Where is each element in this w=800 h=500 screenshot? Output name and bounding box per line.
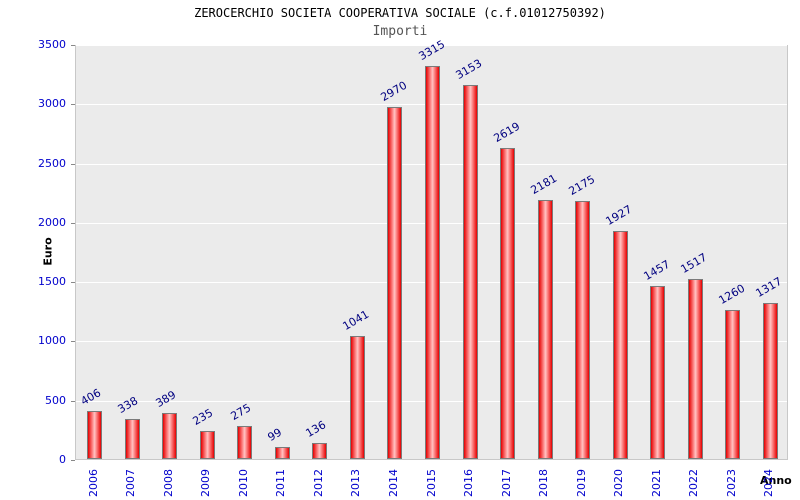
y-tick-mark [71,104,75,106]
value-label-2014: 2970 [378,78,410,104]
x-tick-label-2018: 2018 [537,469,551,497]
y-tick-label-2500: 2500 [38,156,66,170]
x-tick-label-2016: 2016 [462,469,476,497]
bar-2009 [199,431,215,459]
x-tick-label-2015: 2015 [424,469,438,497]
value-label-2018: 2181 [528,172,560,198]
value-label-2015: 3315 [416,37,447,63]
x-axis-label: Anno [760,474,792,487]
y-tick-mark [71,341,75,343]
bar-2024 [762,302,778,459]
y-tick-mark [71,163,75,165]
x-tick-label-2023: 2023 [724,469,738,497]
bar-2008 [162,412,178,459]
y-tick-label-3500: 3500 [38,38,66,51]
x-tick-label-2012: 2012 [311,469,325,497]
value-label-2012: 136 [303,418,329,440]
y-tick-mark [71,282,75,284]
bar-2016 [462,85,478,459]
value-label-2006: 406 [78,386,103,408]
bar-2017 [500,148,516,459]
value-label-2021: 1457 [641,257,672,284]
value-label-2011: 99 [265,426,285,445]
bar-2022 [687,279,703,459]
x-tick-label-2007: 2007 [124,469,138,497]
x-tick-label-2008: 2008 [161,469,175,497]
value-label-2017: 2619 [491,120,522,146]
bar-2013 [349,335,365,459]
x-tick-label-2019: 2019 [574,469,588,497]
value-label-2013: 1041 [340,307,372,333]
value-label-2022: 1517 [678,250,710,277]
y-tick-mark [71,400,75,402]
x-tick-label-2013: 2013 [349,469,363,497]
x-tick-label-2020: 2020 [612,469,626,497]
gridline-3500 [76,45,787,46]
y-tick-mark [71,45,75,46]
x-tick-label-2014: 2014 [386,469,400,497]
value-label-2007: 338 [115,394,141,416]
bar-2011 [274,447,290,459]
plot-area: 406 338 389 235 275 99 136 1041 2970 3315 3153 2619… [75,38,788,460]
y-tick-label-1500: 1500 [38,275,66,289]
x-tick-label-2006: 2006 [86,469,100,497]
bar-2023 [725,309,741,459]
bar-2019 [575,201,591,459]
bar-2018 [537,200,553,459]
bar-2007 [124,418,140,459]
x-tick-label-2024: 2024 [762,469,776,497]
y-tick-label-2000: 2000 [38,215,66,229]
bar-2020 [612,230,628,459]
x-tick-label-2009: 2009 [199,469,213,497]
value-label-2019: 2175 [566,172,597,199]
x-tick-label-2022: 2022 [687,469,701,497]
bar-2010 [237,426,253,459]
bar-2015 [425,65,440,459]
value-label-2009: 235 [190,406,216,429]
bar-2006 [87,410,103,459]
value-label-2024: 1317 [753,274,785,300]
y-tick-label-1000: 1000 [38,334,66,348]
bar-2014 [387,106,403,459]
value-label-2016: 3153 [453,56,485,83]
value-label-2010: 275 [228,401,254,424]
x-tick-label-2010: 2010 [236,469,250,497]
x-tick-label-2017: 2017 [499,469,513,497]
chart-subtitle: Importi [372,24,428,39]
y-axis-label: Euro [41,237,55,266]
value-label-2008: 389 [153,388,178,410]
chart-title: ZEROCERCHIO SOCIETA COOPERATIVA SOCIALE … [194,6,606,20]
y-tick-label-3000: 3000 [38,97,66,111]
bar-2021 [650,286,666,459]
x-tick-label-2021: 2021 [649,469,663,497]
y-tick-mark [71,222,75,224]
x-tick-label-2011: 2011 [274,469,288,497]
y-tick-label-0: 0 [59,453,66,466]
bar-2012 [312,442,328,459]
y-tick-mark [71,460,75,461]
value-label-2023: 1260 [716,281,747,307]
y-tick-label-500: 500 [45,393,66,407]
